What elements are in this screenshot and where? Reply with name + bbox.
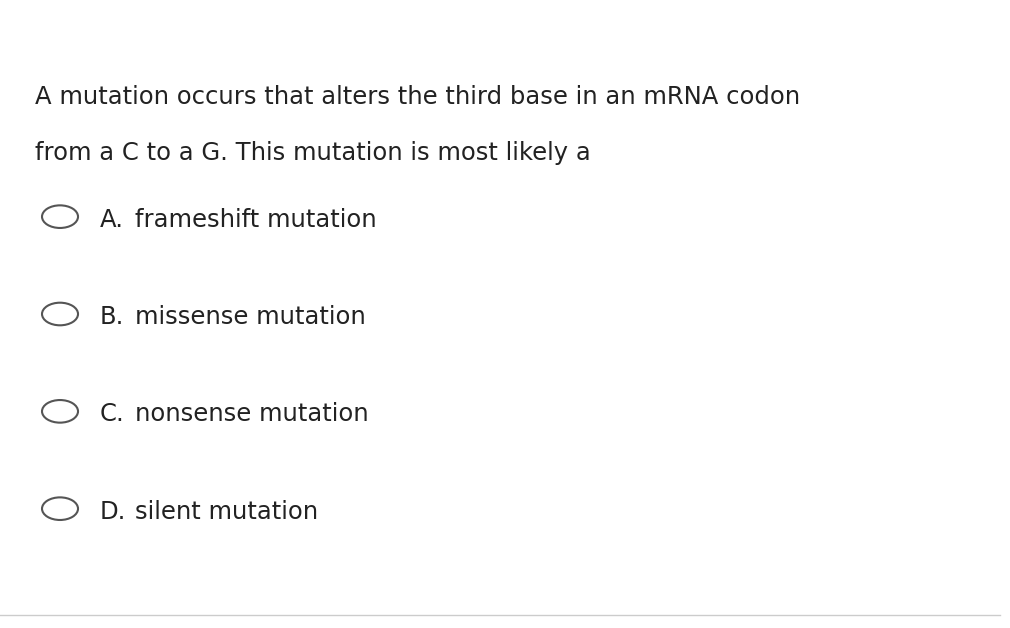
Text: D.: D. <box>100 500 126 524</box>
Text: B.: B. <box>100 305 124 329</box>
Text: A mutation occurs that alters the third base in an mRNA codon: A mutation occurs that alters the third … <box>35 85 800 109</box>
Text: nonsense mutation: nonsense mutation <box>135 403 369 426</box>
Text: missense mutation: missense mutation <box>135 305 366 329</box>
Text: A.: A. <box>100 208 124 232</box>
Text: frameshift mutation: frameshift mutation <box>135 208 377 232</box>
Text: from a C to a G. This mutation is most likely a: from a C to a G. This mutation is most l… <box>35 141 591 165</box>
Text: silent mutation: silent mutation <box>135 500 318 524</box>
Text: C.: C. <box>100 403 125 426</box>
